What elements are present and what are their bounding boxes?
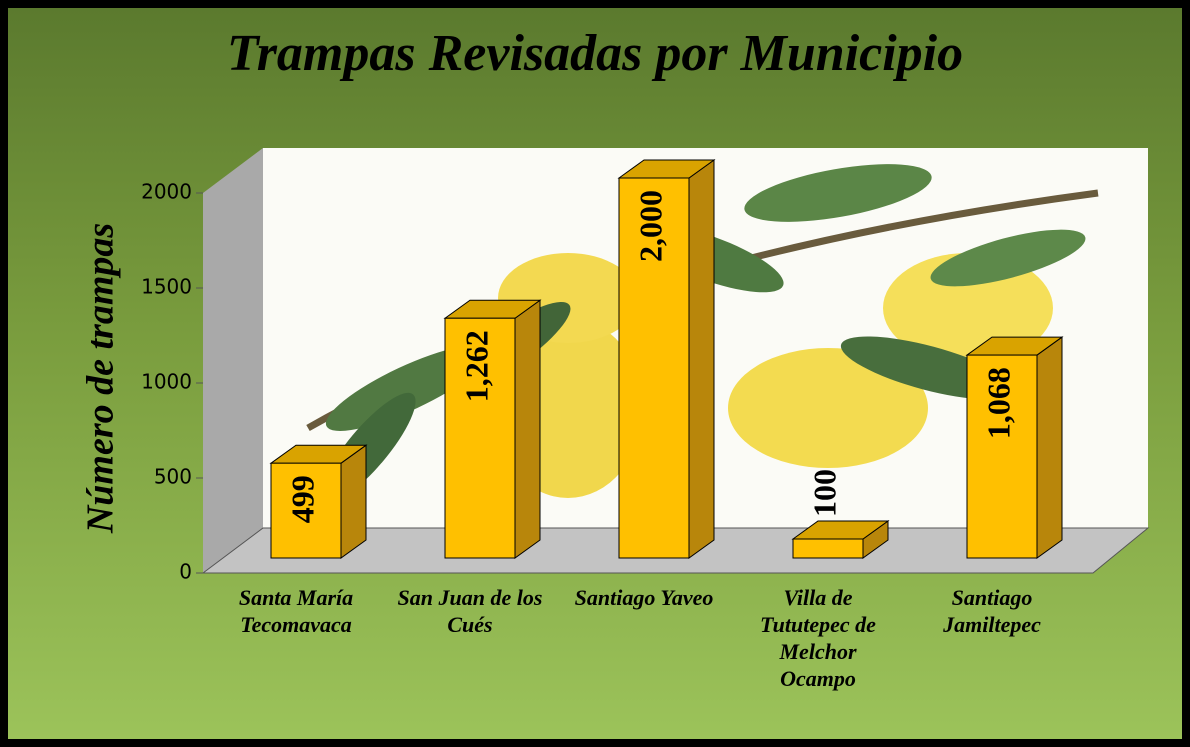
bar bbox=[444, 317, 516, 559]
bar-side bbox=[514, 299, 541, 559]
x-tick-label: San Juan de los Cués bbox=[397, 585, 543, 637]
bar bbox=[270, 462, 342, 559]
y-tick-label: 2000 bbox=[141, 180, 192, 204]
x-tick-label: Santiago Yaveo bbox=[574, 585, 714, 610]
bar-side bbox=[688, 159, 715, 559]
y-tick-label: 1500 bbox=[141, 275, 192, 299]
chart-title: Trampas Revisadas por Municipio bbox=[227, 25, 963, 82]
value-label: 2,000 bbox=[632, 190, 668, 262]
y-axis-label: Número de trampas bbox=[80, 223, 122, 534]
value-label: 499 bbox=[284, 475, 320, 523]
bar bbox=[618, 177, 690, 559]
bar-side bbox=[1036, 336, 1063, 559]
bar bbox=[792, 538, 864, 559]
y-tick-label: 500 bbox=[154, 465, 192, 489]
side-wall bbox=[203, 148, 263, 573]
x-tick-label: Santiago Jamiltepec bbox=[943, 585, 1041, 637]
y-tick-label: 1000 bbox=[141, 370, 192, 394]
x-tick-label: Santa María Tecomavaca bbox=[238, 585, 354, 637]
bar bbox=[966, 354, 1038, 559]
y-tick-label: 0 bbox=[179, 560, 192, 584]
chart: Trampas Revisadas por Municipio Número d… bbox=[80, 25, 1150, 584]
value-label: 1,068 bbox=[980, 367, 1016, 439]
value-label: 1,262 bbox=[458, 330, 494, 402]
value-label: 100 bbox=[806, 469, 842, 517]
bar-side bbox=[340, 444, 367, 559]
x-tick-label: Villa de Tututepec de Melchor Ocampo bbox=[760, 585, 876, 691]
